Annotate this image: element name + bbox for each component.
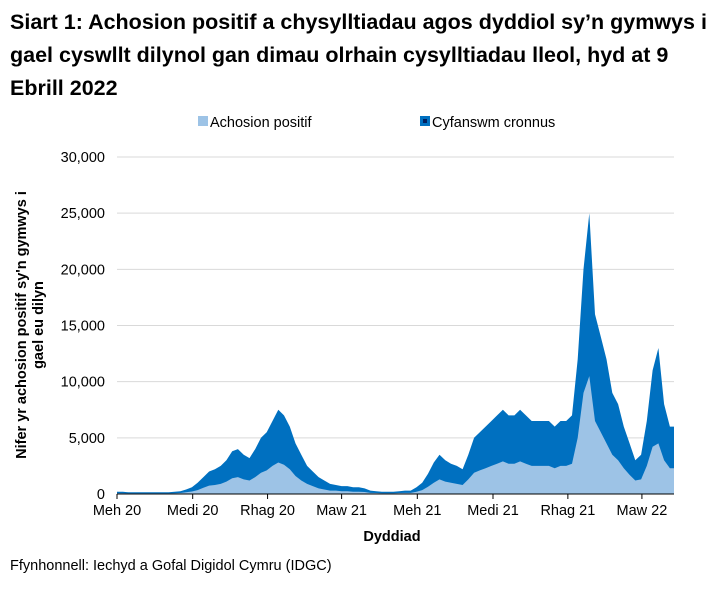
legend-swatch (198, 116, 208, 126)
legend-label: Cyfanswm cronnus (432, 115, 555, 131)
x-tick-label: Meh 21 (393, 503, 441, 519)
area-total (117, 213, 674, 494)
x-tick-label: Medi 21 (467, 503, 519, 519)
x-axis-title: Dyddiad (363, 529, 420, 545)
y-tick-label: 25,000 (61, 206, 105, 222)
x-tick-label: Rhag 21 (540, 503, 595, 519)
x-tick-label: Maw 22 (617, 503, 668, 519)
y-tick-label: 30,000 (61, 150, 105, 166)
chart-title: Siart 1: Achosion positif a chysylltiada… (10, 10, 707, 100)
x-tick-label: Meh 20 (93, 503, 141, 519)
y-tick-label: 15,000 (61, 319, 105, 335)
legend-swatch-inner (423, 119, 427, 123)
source-note: Ffynhonnell: Iechyd a Gofal Digidol Cymr… (10, 558, 332, 574)
y-tick-label: 5,000 (69, 431, 105, 447)
legend-label: Achosion positif (210, 115, 313, 131)
y-tick-label: 0 (97, 487, 105, 503)
y-tick-label: 10,000 (61, 375, 105, 391)
x-tick-label: Rhag 20 (240, 503, 295, 519)
area-positive (117, 376, 674, 494)
x-tick-label: Medi 20 (167, 503, 219, 519)
x-tick-label: Maw 21 (316, 503, 367, 519)
y-tick-label: 20,000 (61, 262, 105, 278)
y-axis-title: Nifer yr achosion positif sy'n gymwys ig… (14, 191, 47, 459)
